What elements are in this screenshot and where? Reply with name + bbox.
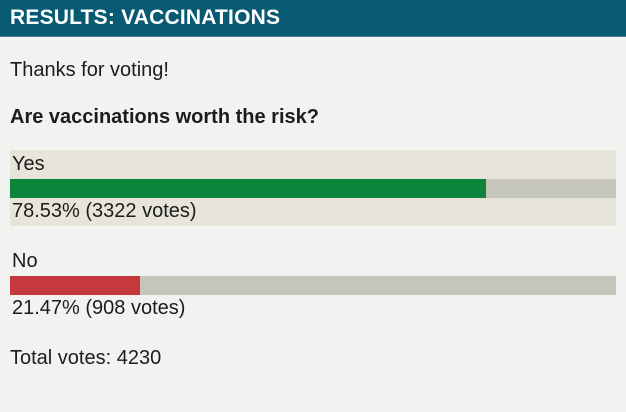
option-percent-label: 78.53% (3322 votes) [12,200,197,222]
option-bar-fill [10,276,141,295]
option-label: No [12,250,38,272]
option-bar-track [10,276,616,295]
total-votes: Total votes: 4230 [10,347,162,369]
option-bar-fill [10,179,486,198]
poll-body: Thanks for voting! Are vaccinations wort… [0,59,626,370]
poll-option-no: No 21.47% (908 votes) [10,247,616,323]
poll-question: Are vaccinations worth the risk? [10,106,319,128]
poll-header-title: RESULTS: VACCINATIONS [10,6,281,29]
poll-header: RESULTS: VACCINATIONS [0,0,626,37]
thanks-message: Thanks for voting! [10,59,169,81]
option-label: Yes [12,153,45,175]
poll-option-yes: Yes 78.53% (3322 votes) [10,150,616,226]
option-percent-label: 21.47% (908 votes) [12,297,186,319]
option-bar-track [10,179,616,198]
